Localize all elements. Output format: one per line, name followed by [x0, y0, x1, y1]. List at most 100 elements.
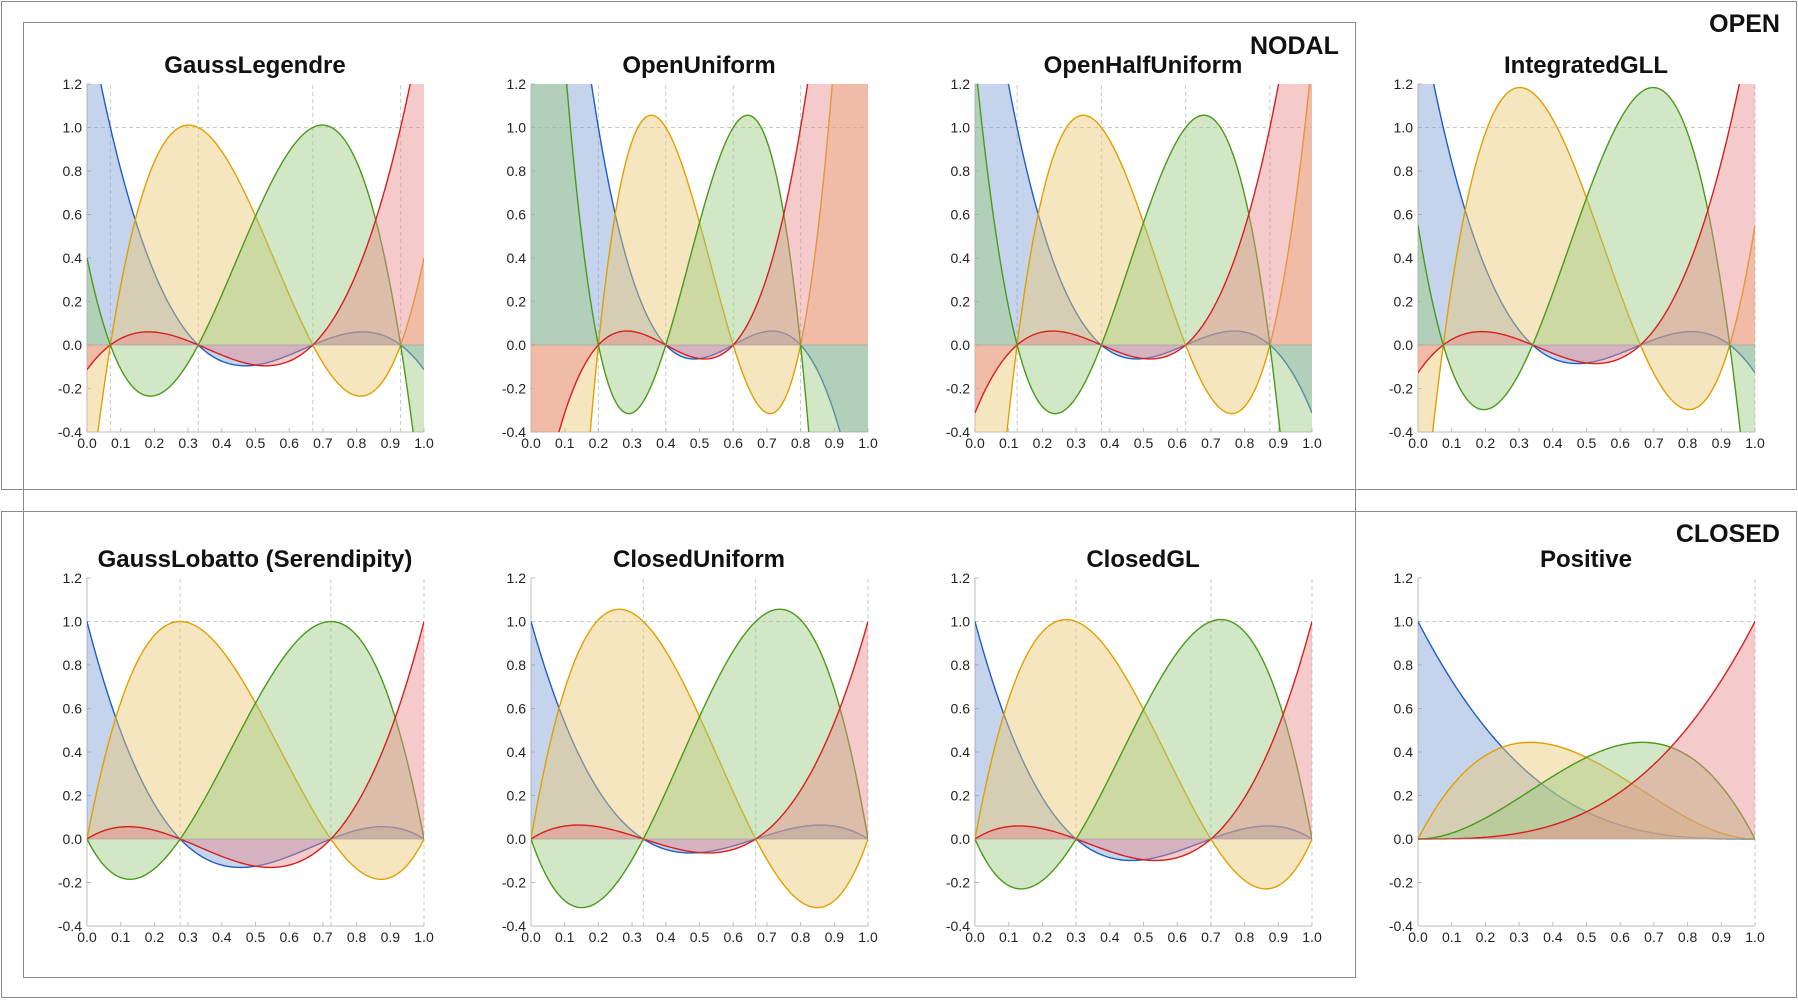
y-tick-label: 0.8: [1394, 657, 1414, 673]
x-tick-label: 0.3: [622, 929, 642, 945]
x-tick-label: 0.6: [1610, 435, 1630, 451]
curve-phi3: [1418, 84, 1741, 374]
x-tick-label: 0.5: [1577, 929, 1597, 945]
y-tick-label: 0.4: [1394, 250, 1414, 266]
y-tick-label: 1.2: [507, 570, 527, 586]
x-tick-label: 0.3: [1066, 435, 1086, 451]
y-tick-label: -0.2: [1389, 381, 1413, 397]
y-tick-label: 1.0: [507, 120, 527, 136]
x-tick-label: 1.0: [414, 435, 434, 451]
y-tick-label: -0.4: [58, 424, 82, 440]
x-tick-label: 0.9: [825, 929, 845, 945]
y-tick-label: -0.2: [1389, 875, 1413, 891]
y-tick-label: 0.4: [951, 744, 971, 760]
y-tick-label: -0.4: [1389, 424, 1413, 440]
area-phi3: [531, 621, 868, 853]
y-tick-label: 0.6: [507, 701, 527, 717]
x-tick-label: 0.6: [1167, 435, 1187, 451]
plot-gauss-lobatto: 0.0 0.1 0.2 0.3 0.4 0.5 0.6 0.7 0.8 0.9 1.0 -0.4 -0.…: [58, 570, 434, 945]
x-tick-label: 1.0: [414, 929, 434, 945]
y-tick-label: -0.4: [946, 424, 970, 440]
x-tick-label: 0.7: [1644, 929, 1664, 945]
y-tick-label: 0.0: [63, 831, 83, 847]
x-tick-label: 0.0: [1408, 435, 1428, 451]
curve-phi2: [1418, 86, 1742, 432]
x-tick-label: 0.1: [1442, 435, 1462, 451]
y-tick-label: -0.2: [502, 875, 526, 891]
x-tick-label: 0.8: [1678, 929, 1698, 945]
plot-closed-uniform: 0.0 0.1 0.2 0.3 0.4 0.5 0.6 0.7 0.8 0.9 1.0 -0.4 -0.…: [502, 570, 878, 945]
curve-phi3: [558, 84, 809, 432]
open-group-label: OPEN: [1709, 10, 1780, 38]
x-tick-label: 0.1: [555, 435, 575, 451]
x-tick-label: 0.5: [246, 929, 266, 945]
x-tick-label: 0.6: [1167, 929, 1187, 945]
curve-phi3: [87, 84, 411, 371]
x-tick-label: 0.4: [656, 929, 676, 945]
y-tick-label: 0.8: [63, 657, 83, 673]
x-tick-label: 1.0: [1302, 929, 1322, 945]
curve-phi3: [975, 621, 1312, 862]
y-tick-label: 0.0: [1394, 337, 1414, 353]
x-tick-label: 0.9: [1712, 435, 1732, 451]
x-tick-label: 0.5: [1134, 929, 1154, 945]
x-tick-label: 0.8: [791, 435, 811, 451]
closed-group-frame: [1, 511, 1797, 998]
panel-title-gauss-lobatto: GaussLobatto (Serendipity): [97, 546, 413, 573]
y-tick-label: 1.2: [63, 570, 83, 586]
x-tick-label: 0.4: [1100, 435, 1120, 451]
y-tick-label: 0.4: [951, 250, 971, 266]
y-tick-label: 0.8: [63, 163, 83, 179]
x-tick-label: 0.4: [1543, 435, 1563, 451]
x-tick-label: 0.3: [1509, 929, 1529, 945]
y-tick-label: -0.2: [58, 381, 82, 397]
x-tick-label: 0.0: [521, 929, 541, 945]
x-tick-label: 0.9: [1712, 929, 1732, 945]
area-phi0: [531, 621, 868, 853]
panel-title-open-half-uniform: OpenHalfUniform: [1043, 52, 1243, 79]
y-tick-label: -0.2: [946, 381, 970, 397]
area-phi0: [1418, 621, 1755, 839]
y-tick-label: 1.2: [951, 76, 971, 92]
y-tick-label: 1.0: [1394, 614, 1414, 630]
x-tick-label: 1.0: [858, 435, 878, 451]
area-phi3: [975, 621, 1312, 861]
y-tick-label: 0.2: [63, 788, 83, 804]
x-tick-label: 0.5: [690, 435, 710, 451]
x-tick-label: 0.3: [178, 929, 198, 945]
y-tick-label: 0.8: [507, 657, 527, 673]
y-tick-label: 0.2: [1394, 294, 1414, 310]
x-tick-label: 1.0: [1302, 435, 1322, 451]
x-tick-label: 0.4: [656, 435, 676, 451]
area-phi0: [1418, 84, 1755, 373]
area-phi1: [975, 619, 1312, 889]
panel-title-closed-uniform: ClosedUniform: [612, 546, 785, 573]
x-tick-label: 0.2: [145, 435, 165, 451]
plot-positive: 0.0 0.1 0.2 0.3 0.4 0.5 0.6 0.7 0.8 0.9 1.0 -0.4 -0.…: [1389, 570, 1765, 945]
panel-title-open-uniform: OpenUniform: [622, 52, 776, 79]
x-tick-label: 0.6: [279, 929, 299, 945]
y-tick-label: 0.2: [951, 294, 971, 310]
x-tick-label: 0.0: [965, 435, 985, 451]
x-tick-label: 0.9: [825, 435, 845, 451]
x-tick-label: 0.2: [589, 435, 609, 451]
y-tick-label: 0.0: [951, 831, 971, 847]
y-tick-label: 1.0: [951, 120, 971, 136]
area-phi3: [1418, 84, 1755, 373]
x-tick-label: 0.6: [1610, 929, 1630, 945]
y-tick-label: 0.6: [1394, 207, 1414, 223]
x-tick-label: 0.1: [999, 435, 1019, 451]
area-phi1: [87, 125, 424, 432]
x-tick-label: 0.5: [246, 435, 266, 451]
x-tick-label: 0.0: [521, 435, 541, 451]
y-tick-label: 0.2: [1394, 788, 1414, 804]
x-tick-label: 0.6: [723, 929, 743, 945]
x-tick-label: 0.4: [212, 929, 232, 945]
x-tick-label: 0.7: [757, 929, 777, 945]
x-tick-label: 0.2: [589, 929, 609, 945]
y-tick-label: 1.2: [1394, 570, 1414, 586]
x-tick-label: 0.0: [965, 929, 985, 945]
x-tick-label: 0.7: [1201, 929, 1221, 945]
y-tick-label: -0.4: [502, 424, 526, 440]
y-tick-label: 0.2: [507, 788, 527, 804]
